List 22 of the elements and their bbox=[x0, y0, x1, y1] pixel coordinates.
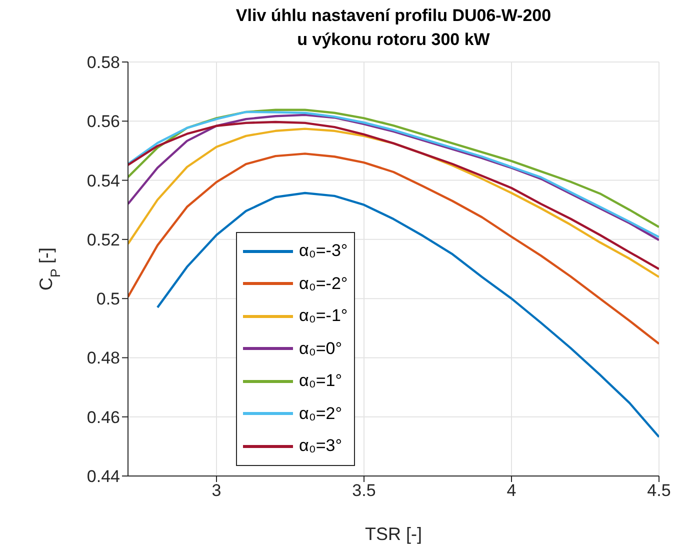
x-tick-label: 3.5 bbox=[352, 481, 376, 500]
legend-label: α₀=1° bbox=[299, 371, 342, 392]
legend-label: α₀=0° bbox=[299, 338, 342, 359]
line-series bbox=[156, 192, 659, 438]
y-tick-label: 0.58 bbox=[86, 53, 120, 72]
y-tick-label: 0.5 bbox=[96, 290, 120, 309]
x-tick-label: 4.5 bbox=[647, 481, 671, 500]
x-tick-label: 3 bbox=[212, 481, 222, 500]
legend-label: α₀=3° bbox=[299, 436, 342, 456]
legend-label: α₀=2° bbox=[299, 404, 342, 424]
y-tick-label: 0.52 bbox=[86, 230, 120, 250]
x-axis-title: TSR [-] bbox=[365, 524, 422, 544]
y-tick-label: 0.56 bbox=[86, 112, 120, 132]
legend-label: α₀=-2° bbox=[299, 274, 348, 294]
chart-title: Vliv úhlu nastavení profilu DU06-W-200 u výkonu rotoru 300 kW bbox=[234, 5, 552, 51]
y-tick-label: 0.44 bbox=[86, 467, 120, 486]
legend-label: α₀=-1° bbox=[299, 306, 348, 326]
y-tick-label: 0.54 bbox=[86, 171, 120, 190]
y-tick-label: 0.48 bbox=[86, 348, 120, 368]
x-tick-label: 4 bbox=[506, 481, 516, 500]
legend-label: α₀=-3° bbox=[299, 241, 348, 262]
y-tick-label: 0.46 bbox=[86, 408, 120, 427]
